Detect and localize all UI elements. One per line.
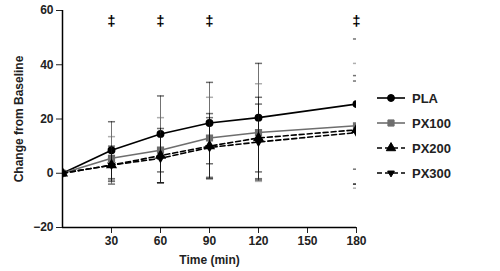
svg-text:20: 20 [40, 112, 54, 126]
svg-text:180: 180 [346, 234, 366, 248]
svg-text:30: 30 [105, 234, 119, 248]
html-text:PX200: PX200 [412, 140, 451, 156]
svg-text:150: 150 [297, 234, 317, 248]
svg-text:‡: ‡ [107, 12, 115, 29]
svg-text:‡: ‡ [352, 12, 360, 29]
html-text:PLA: PLA [412, 90, 438, 106]
svg-text:60: 60 [40, 3, 54, 17]
svg-text:‡: ‡ [156, 12, 164, 29]
svg-text:‡: ‡ [205, 12, 213, 29]
html-text:PX300: PX300 [412, 165, 451, 181]
svg-text:Time (min): Time (min) [179, 253, 239, 267]
svg-text:120: 120 [248, 234, 268, 248]
svg-text:40: 40 [40, 58, 54, 72]
svg-text:0: 0 [47, 166, 54, 180]
html-text:PX100: PX100 [412, 115, 451, 131]
svg-text:90: 90 [203, 234, 217, 248]
svg-text:Change from Baseline: Change from Baseline [12, 55, 26, 182]
svg-text:60: 60 [154, 234, 168, 248]
svg-text:−20: −20 [33, 220, 54, 234]
